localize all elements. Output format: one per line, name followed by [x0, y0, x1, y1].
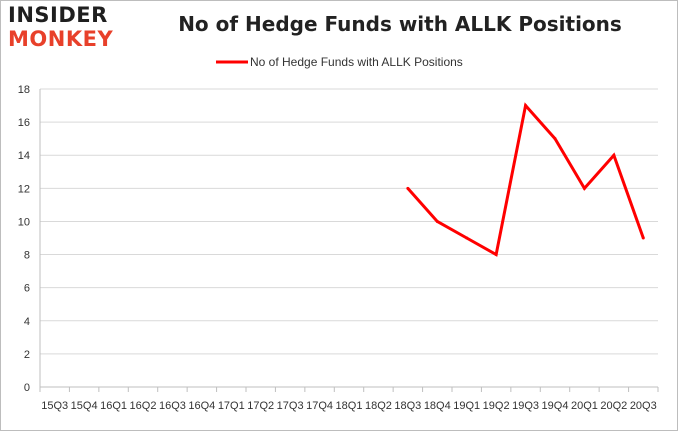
y-tick-label: 18	[18, 84, 30, 96]
x-tick-label: 16Q4	[188, 400, 215, 412]
data-point	[435, 219, 439, 223]
data-point	[406, 186, 410, 190]
x-tick-label: 17Q4	[306, 400, 333, 412]
x-tick-label: 20Q1	[571, 400, 598, 412]
y-tick-label: 12	[18, 183, 30, 195]
y-axis: 0 2 4 6 8 10 12 14 16 18	[18, 84, 41, 394]
data-point	[612, 153, 616, 157]
series-layer	[406, 102, 645, 257]
gridlines	[40, 88, 658, 355]
x-tick-label: 16Q3	[159, 400, 186, 412]
y-tick-label: 16	[18, 117, 30, 129]
logo-text-bottom: MONKEY	[8, 27, 114, 51]
x-tick-label: 18Q3	[394, 400, 421, 412]
legend: No of Hedge Funds with ALLK Positions	[216, 55, 463, 69]
chart-title: No of Hedge Funds with ALLK Positions	[178, 12, 622, 36]
x-tick-label: 17Q2	[247, 400, 274, 412]
data-point	[465, 236, 469, 240]
x-tick-label: 17Q3	[277, 400, 304, 412]
insider-monkey-logo: INSIDER MONKEY	[8, 4, 128, 56]
y-tick-label: 10	[18, 216, 30, 228]
x-tick-label: 19Q1	[453, 400, 480, 412]
y-tick-label: 4	[24, 316, 30, 328]
x-tick-label: 20Q3	[630, 400, 657, 412]
x-tick-label: 16Q2	[130, 400, 157, 412]
x-tick-label: 18Q4	[424, 400, 451, 412]
data-point	[641, 236, 645, 240]
x-axis: 15Q3 15Q4 16Q1 16Q2 16Q3 16Q4 17Q1 17Q2 17Q3 17Q4…	[39, 386, 659, 412]
data-point	[582, 186, 586, 190]
y-tick-label: 6	[24, 283, 30, 295]
x-tick-label: 19Q4	[542, 400, 569, 412]
y-tick-label: 14	[18, 150, 30, 162]
x-tick-label: 18Q1	[336, 400, 363, 412]
x-tick-label: 18Q2	[365, 400, 392, 412]
x-tick-label: 20Q2	[600, 400, 627, 412]
legend-label: No of Hedge Funds with ALLK Positions	[250, 55, 463, 69]
x-tick-label: 19Q2	[483, 400, 510, 412]
y-tick-label: 2	[24, 349, 30, 361]
y-tick-label: 0	[24, 382, 30, 394]
data-point	[494, 253, 498, 257]
x-tick-label: 16Q1	[100, 400, 127, 412]
x-tick-label: 15Q3	[41, 400, 68, 412]
y-tick-label: 8	[24, 250, 30, 262]
x-tick-label: 19Q3	[512, 400, 539, 412]
x-tick-label: 17Q1	[218, 400, 245, 412]
x-tick-label: 15Q4	[71, 400, 98, 412]
series-line-0	[406, 102, 645, 257]
data-point	[524, 104, 528, 108]
logo-text-top: INSIDER	[8, 3, 108, 27]
data-point	[553, 137, 557, 141]
